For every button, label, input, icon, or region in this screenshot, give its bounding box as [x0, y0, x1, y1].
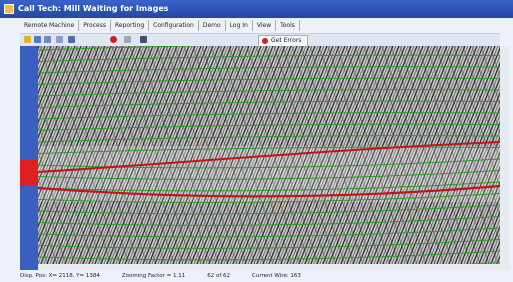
image-view: [20, 46, 510, 270]
side-panel: [20, 46, 38, 270]
tool-icon[interactable]: [140, 36, 147, 43]
status-item: 62 of 62: [207, 271, 230, 282]
menu-item[interactable]: Reporting: [111, 20, 149, 31]
menu-item[interactable]: Remote Machine: [20, 20, 79, 31]
menu-item[interactable]: Tools: [276, 20, 300, 31]
tool-icon[interactable]: [44, 36, 51, 43]
tool-icon[interactable]: [56, 36, 63, 43]
tool-icon[interactable]: [34, 36, 41, 43]
toolbar: Get Errors: [20, 33, 500, 46]
status-bar: Disp. Pos: X= 2118, Y= 1384 Zooming Facto…: [20, 271, 510, 282]
app-icon: [4, 4, 14, 14]
menu-item[interactable]: Demo: [199, 20, 226, 31]
tool-icon[interactable]: [68, 36, 75, 43]
tool-icon[interactable]: [124, 36, 131, 43]
side-marker: [20, 160, 38, 186]
status-item: Disp. Pos: X= 2118, Y= 1384: [20, 271, 100, 282]
tool-icon[interactable]: [24, 36, 31, 43]
menu-item[interactable]: Process: [79, 20, 111, 31]
menu-item[interactable]: Log In: [226, 20, 253, 31]
window-title: Call Tech: Mill Waiting for Images: [18, 4, 169, 13]
h-scrollbar[interactable]: [38, 264, 500, 270]
scrollbar[interactable]: [500, 46, 510, 270]
menu-item[interactable]: View: [253, 20, 276, 31]
title-bar: Call Tech: Mill Waiting for Images: [0, 0, 513, 18]
status-item: Current Wire: 163: [252, 271, 301, 282]
status-item: Zooming Factor = 1.11: [122, 271, 185, 282]
menu-item[interactable]: Configuration: [149, 20, 199, 31]
application-window: Call Tech: Mill Waiting for Images Remot…: [0, 0, 513, 282]
tool-icon[interactable]: [110, 36, 117, 43]
